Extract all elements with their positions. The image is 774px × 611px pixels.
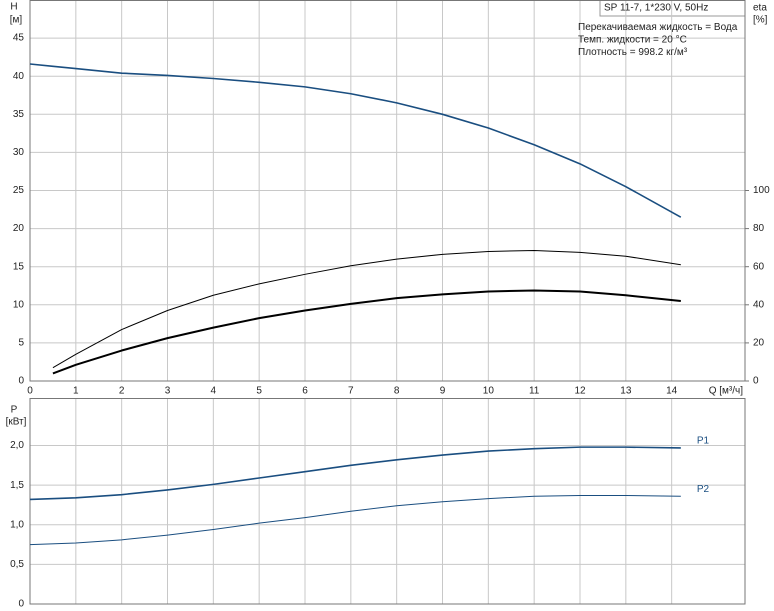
curve: [29, 494, 681, 546]
x-tick-label: 0: [27, 386, 33, 397]
y2-axis-unit: [%]: [753, 15, 768, 26]
y-axis-label: H: [10, 2, 17, 13]
y-tick-label: 1,0: [10, 519, 24, 530]
x-tick-label: 6: [302, 386, 308, 397]
x-tick-label: 14: [666, 386, 678, 397]
y-axis-label: P: [11, 405, 18, 416]
y-tick-label: 0,5: [10, 559, 24, 570]
y2-tick-label: 60: [753, 261, 765, 272]
y-tick-label: 2,0: [10, 440, 24, 451]
y-tick-label: 40: [13, 71, 25, 82]
y-tick-label: 20: [13, 223, 25, 234]
y-tick-label: 45: [13, 33, 25, 44]
annotation: SP 11-7, 1*230 V, 50Hz: [604, 3, 708, 14]
y-tick-label: 30: [13, 147, 25, 158]
y-tick-label: 0: [18, 376, 24, 387]
curve: [29, 446, 681, 501]
y2-tick-label: 80: [753, 223, 765, 234]
annotation: Плотность = 998.2 кг/м³: [578, 47, 688, 58]
x-tick-label: 12: [574, 386, 586, 397]
y2-axis-label: eta: [753, 3, 767, 14]
curve: [52, 289, 681, 375]
x-tick-label: 11: [529, 386, 540, 397]
x-tick-label: 5: [256, 386, 262, 397]
y-axis-unit: [м]: [10, 15, 23, 26]
y2-tick-label: 20: [753, 338, 765, 349]
plot-frame: [29, 0, 746, 382]
x-tick-label: 10: [483, 386, 495, 397]
y2-tick-label: 40: [753, 299, 765, 310]
annotation: Перекачиваемая жидкость = Вода: [578, 22, 738, 33]
plot-frame: [29, 398, 746, 605]
y-axis-unit: [кВт]: [6, 417, 27, 428]
x-tick-label: 7: [348, 386, 354, 397]
series-label: P1: [697, 436, 710, 447]
series-label: P2: [697, 484, 710, 495]
x-tick-label: 9: [440, 386, 446, 397]
curve: [29, 63, 682, 218]
x-tick-label: 2: [119, 386, 125, 397]
y-tick-label: 10: [13, 299, 25, 310]
y-tick-label: 15: [13, 261, 25, 272]
curve: [52, 250, 681, 369]
y2-tick-label: 100: [753, 185, 770, 196]
x-tick-label: 4: [211, 386, 217, 397]
y-tick-label: 25: [13, 185, 25, 196]
x-tick-label: 1: [73, 386, 79, 397]
x-tick-label: 3: [165, 386, 171, 397]
y-tick-label: 5: [18, 338, 24, 349]
x-axis-label: Q [м³/ч]: [709, 386, 744, 397]
y2-tick-label: 0: [753, 376, 759, 387]
x-tick-label: 13: [620, 386, 632, 397]
x-tick-label: 8: [394, 386, 400, 397]
y-tick-label: 0: [18, 599, 24, 610]
y-tick-label: 1,5: [10, 480, 24, 491]
annotation: Темп. жидкости = 20 °C: [578, 35, 687, 46]
y-tick-label: 35: [13, 109, 25, 120]
